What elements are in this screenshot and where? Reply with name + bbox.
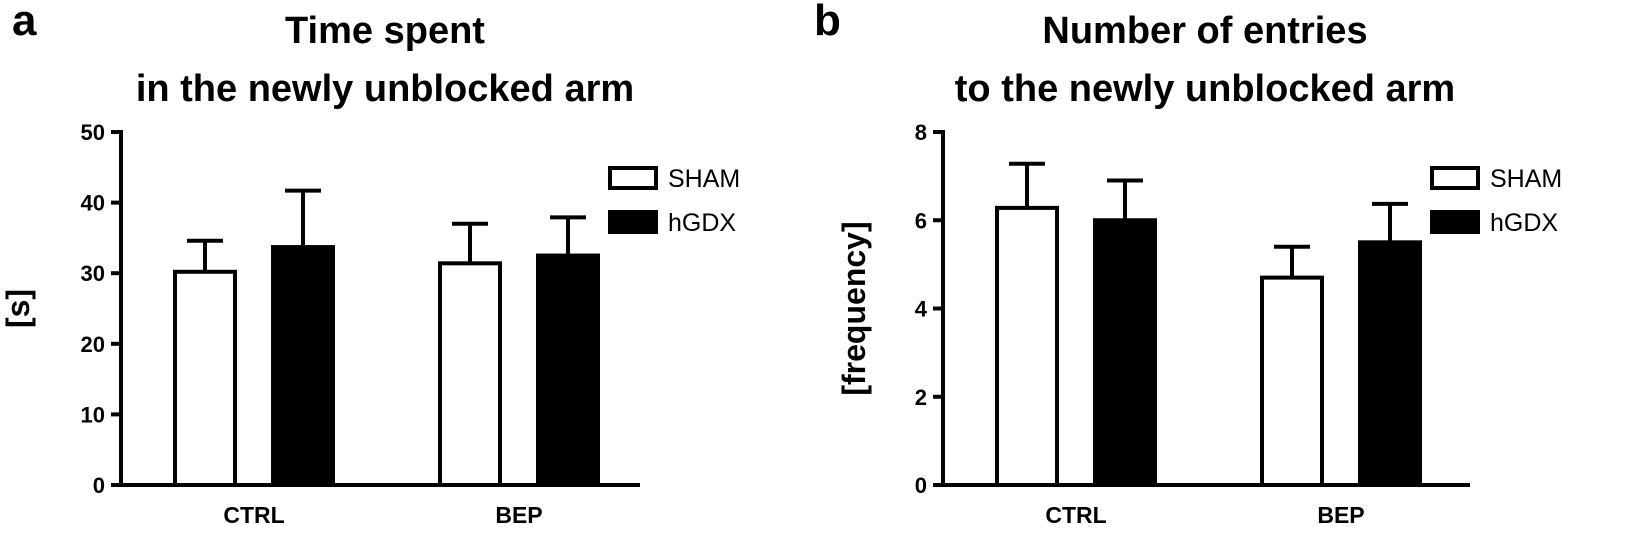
- y-tick-label: 30: [81, 261, 105, 286]
- bar-hgdx-bep: [536, 253, 600, 487]
- legend-swatch-hgdx: [608, 210, 658, 234]
- bar-hgdx-bep: [1358, 240, 1422, 487]
- x-tick-label: CTRL: [1045, 502, 1106, 528]
- chart-title-line-2: to the newly unblocked arm: [954, 68, 1456, 110]
- y-axis-label: [frequency]: [836, 221, 872, 395]
- x-tick-label: BEP: [1317, 502, 1364, 528]
- chart-panel-b: b Number of entries to the newly unblock…: [814, 0, 1639, 547]
- y-axis-label: [s]: [0, 289, 36, 328]
- bar-chart-b: 0 2 4 6 8 [frequency] CTRL BEP SHAM hGDX: [836, 120, 1562, 528]
- legend-swatch-sham: [608, 166, 658, 190]
- bar-sham-bep: [438, 261, 502, 488]
- y-tick-label: 8: [915, 120, 927, 145]
- chart-title-line-1: Time spent: [285, 10, 485, 52]
- chart-title: Time spent in the newly unblocked arm: [60, 2, 710, 118]
- legend-swatch-sham: [1430, 166, 1480, 190]
- y-tick-label: 0: [93, 473, 105, 498]
- y-tick-label: 40: [81, 191, 105, 216]
- legend-label: hGDX: [668, 209, 736, 237]
- chart-title-line-1: Number of entries: [1042, 10, 1368, 52]
- legend-label: SHAM: [668, 165, 740, 193]
- y-tick-label: 50: [81, 120, 105, 145]
- bar-hgdx-ctrl: [271, 245, 335, 487]
- y-tick-label: 4: [915, 297, 928, 322]
- y-tick-label: 2: [915, 385, 927, 410]
- legend-label: SHAM: [1490, 165, 1562, 193]
- y-tick-label: 10: [81, 402, 105, 427]
- panel-label: a: [12, 0, 37, 45]
- y-tick-label: 0: [915, 473, 927, 498]
- chart-title: Number of entries to the newly unblocked…: [880, 2, 1530, 118]
- panel-label: b: [814, 0, 841, 45]
- chart-title-line-2: in the newly unblocked arm: [135, 68, 635, 110]
- x-tick-label: CTRL: [223, 502, 284, 528]
- bar-chart-a: 0 10 20 30 40 50 [s] CTRL BEP SHAM hGDX: [0, 120, 740, 528]
- chart-panel-a: a Time spent in the newly unblocked arm …: [0, 0, 740, 528]
- bar-sham-bep: [1260, 275, 1324, 487]
- legend-label: hGDX: [1490, 209, 1558, 237]
- bar-sham-ctrl: [995, 205, 1059, 488]
- x-tick-label: BEP: [495, 502, 542, 528]
- legend-swatch-hgdx: [1430, 210, 1480, 234]
- bar-sham-ctrl: [173, 269, 237, 487]
- y-tick-label: 20: [81, 332, 105, 357]
- y-tick-label: 6: [915, 208, 927, 233]
- bar-hgdx-ctrl: [1093, 218, 1157, 487]
